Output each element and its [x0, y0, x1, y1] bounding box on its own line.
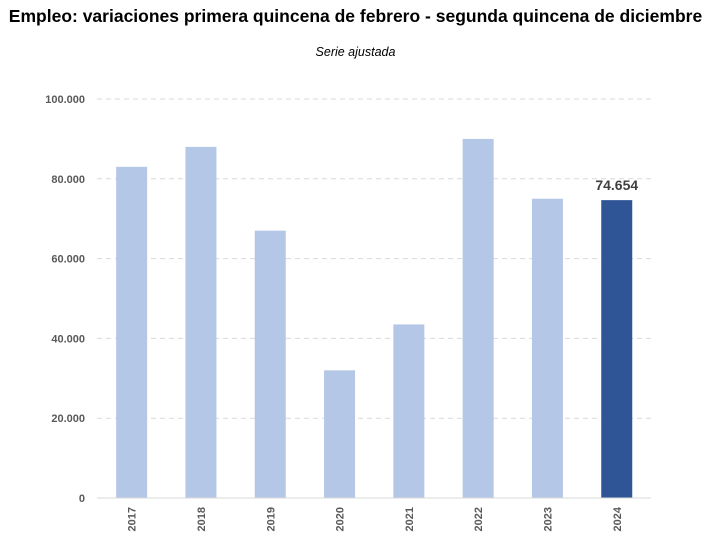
- bar-2023: [531, 198, 563, 498]
- chart-subtitle: Serie ajustada: [315, 45, 396, 59]
- y-tick-label: 20.000: [51, 413, 85, 425]
- bars: [116, 138, 633, 499]
- x-axis-ticks: 2017 2018 2019 2020 2021 2022 2023 2024: [127, 506, 624, 531]
- x-tick-label: 2024: [612, 506, 624, 531]
- bar-2021: [393, 324, 425, 498]
- bar-2024: [601, 200, 633, 498]
- x-tick-label: 2021: [404, 507, 416, 531]
- x-tick-label: 2020: [335, 507, 347, 531]
- chart-title: Empleo: variaciones primera quincena de …: [8, 6, 703, 26]
- y-tick-label: 60.000: [51, 254, 85, 266]
- y-tick-label: 100.000: [45, 94, 85, 106]
- bar-2022: [462, 138, 494, 498]
- data-labels: 74.654: [595, 177, 638, 193]
- y-axis-ticks: 0 20.000 40.000 60.000 80.000 100.000: [45, 94, 85, 505]
- data-label: 74.654: [595, 177, 638, 193]
- x-tick-label: 2018: [196, 507, 208, 531]
- x-tick-label: 2023: [542, 507, 554, 531]
- x-tick-label: 2019: [265, 507, 277, 531]
- y-tick-label: 0: [79, 493, 85, 505]
- x-tick-label: 2022: [473, 507, 485, 531]
- x-tick-label: 2017: [127, 507, 139, 531]
- grid-lines: [97, 98, 651, 419]
- bar-2017: [116, 166, 148, 498]
- bar-2018: [185, 146, 217, 498]
- bar-2020: [324, 370, 356, 498]
- y-tick-label: 40.000: [51, 333, 85, 345]
- bar-2019: [254, 230, 286, 499]
- y-tick-label: 80.000: [51, 174, 85, 186]
